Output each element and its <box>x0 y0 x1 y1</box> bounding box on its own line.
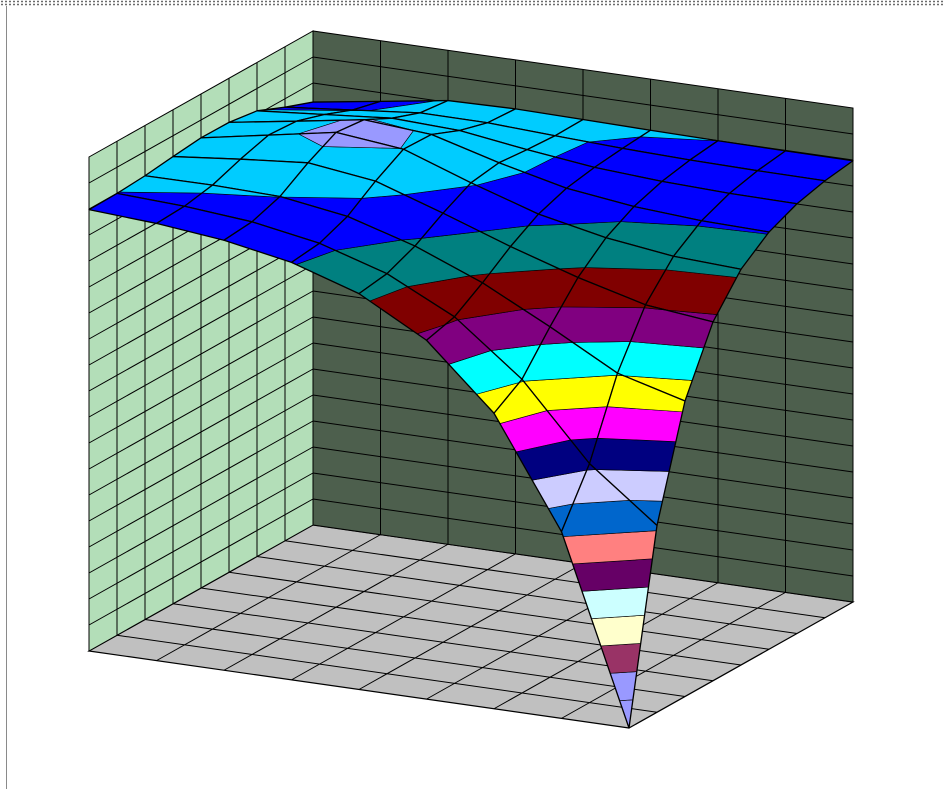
surface-band-patch <box>597 406 683 442</box>
floor-gridline <box>284 540 826 619</box>
floor-gridline <box>200 587 742 666</box>
floor-gridline <box>223 543 449 671</box>
surface-mesh-cell <box>560 462 658 729</box>
surface-band-patch <box>589 437 677 472</box>
left-border-line <box>6 6 7 789</box>
chart-floor <box>87 524 855 729</box>
floor-gridline <box>291 553 516 681</box>
top-dotted-border <box>0 0 943 6</box>
surface-band-patch <box>617 341 705 381</box>
surface-band-patch <box>581 586 649 619</box>
surface-band-patch <box>572 558 653 592</box>
surface-mesh <box>88 99 854 729</box>
floor-gridline <box>256 556 798 634</box>
floor-gridline <box>228 571 770 650</box>
floor-gridline <box>156 534 381 662</box>
